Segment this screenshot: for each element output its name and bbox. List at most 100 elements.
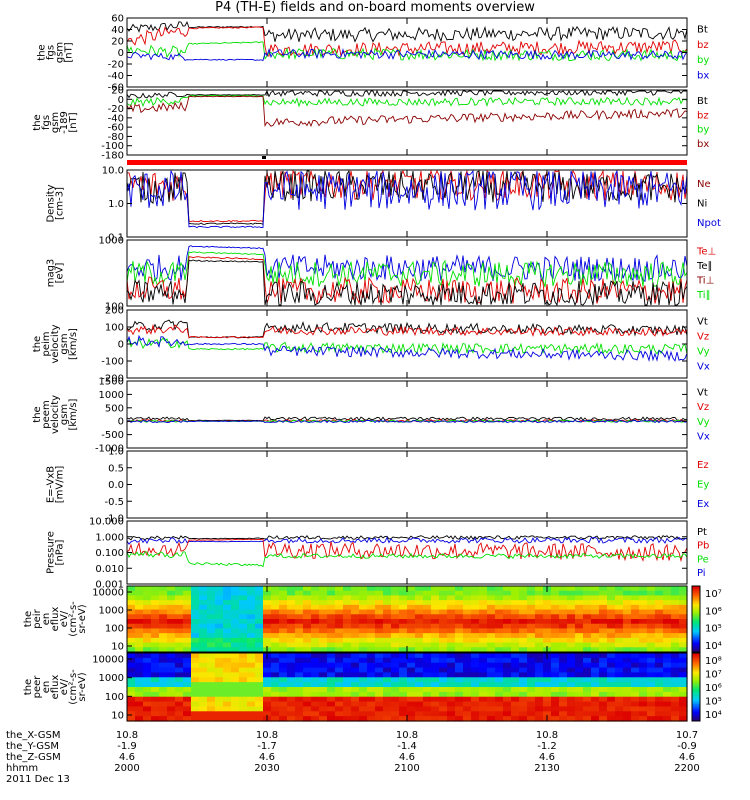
spectrogram-cell: [655, 614, 664, 620]
spectrogram-cell: [391, 711, 400, 717]
spectrogram-cell: [375, 590, 384, 597]
spectrogram-cell: [351, 586, 360, 592]
spectrogram-cell: [567, 595, 576, 601]
series-fgs-dsl-by: [126, 95, 688, 108]
spectrogram-cell: [231, 619, 240, 625]
spectrogram-cell: [519, 706, 528, 712]
spectrogram-cell: [247, 637, 256, 644]
spectrogram-cell: [663, 687, 672, 693]
spectrogram-cell: [527, 667, 536, 674]
spectrogram-cell: [535, 653, 544, 659]
spectrogram-cell: [407, 609, 416, 615]
spectrogram-cell: [183, 662, 192, 669]
spectrogram-cell: [175, 595, 184, 601]
spectrogram-cell: [271, 619, 280, 625]
spectrogram-cell: [375, 642, 384, 648]
spectrogram-cell: [247, 711, 256, 717]
spectrogram-cell: [583, 614, 592, 620]
spectrogram-cell: [591, 600, 600, 606]
spectrogram-cell: [159, 657, 168, 664]
spectrogram-cell: [247, 647, 256, 653]
spectrogram-cell: [247, 600, 256, 606]
spectrogram-cell: [431, 653, 440, 659]
spectrogram-cell: [679, 687, 688, 693]
y-axis-label: sr-eV): [77, 604, 88, 633]
spectrogram-cell: [455, 706, 464, 712]
spectrogram-cell: [143, 691, 152, 698]
spectrogram-cell: [319, 696, 328, 703]
spectrogram-cell: [391, 609, 400, 615]
spectrogram-cell: [407, 604, 416, 611]
spectrogram-cell: [359, 687, 368, 693]
spectrogram-cell: [479, 687, 488, 693]
spectrogram-cell: [199, 595, 208, 601]
legend-peem-velocity-Vx: Vx: [697, 432, 710, 443]
spectrogram-cell: [367, 590, 376, 597]
spectrogram-cell: [447, 711, 456, 717]
ytick-label: -0.5: [104, 497, 124, 508]
spectrogram-cell: [543, 696, 552, 703]
spectrogram-cell: [327, 642, 336, 648]
spectrogram-cell: [423, 653, 432, 659]
spectrogram-cell: [319, 595, 328, 601]
spectrogram-cell: [159, 653, 168, 659]
spectrogram-cell: [431, 682, 440, 688]
spectrogram-cell: [351, 706, 360, 712]
spectrogram-cell: [527, 642, 536, 648]
spectrogram-cell: [479, 706, 488, 712]
spectrogram-cell: [551, 691, 560, 698]
spectrogram-cell: [487, 642, 496, 648]
spectrogram-cell: [487, 590, 496, 597]
spectrogram-cell: [503, 682, 512, 688]
spectrogram-cell: [591, 701, 600, 708]
spectrogram-cell: [319, 657, 328, 664]
spectrogram-cell: [391, 696, 400, 703]
spectrogram-cell: [335, 691, 344, 698]
spectrogram-cell: [303, 706, 312, 712]
spectrogram-cell: [167, 677, 176, 683]
spectrogram-cell: [151, 701, 160, 708]
spectrogram-cell: [535, 701, 544, 708]
spectrogram-cell: [343, 595, 352, 601]
spectrogram-cell: [663, 586, 672, 592]
spectrogram-cell: [607, 609, 616, 615]
spectrogram-cell: [151, 653, 160, 659]
spectrogram-cell: [495, 595, 504, 601]
spectrogram-cell: [583, 657, 592, 664]
spectrogram-cell: [343, 696, 352, 703]
spectrogram-cell: [151, 609, 160, 615]
spectrogram-cell: [287, 647, 296, 653]
spectrogram-cell: [135, 637, 144, 644]
spectrogram-cell: [479, 586, 488, 592]
spectrogram-cell: [255, 706, 264, 712]
spectrogram-cell: [647, 586, 656, 592]
spectrogram-cell: [631, 586, 640, 592]
spectrogram-cell: [183, 586, 192, 592]
spectrogram-cell: [159, 600, 168, 606]
spectrogram-cell: [159, 609, 168, 615]
spectrogram-cell: [279, 642, 288, 648]
spectrogram-cell: [215, 682, 224, 688]
spectrogram-cell: [391, 691, 400, 698]
legend-fgs-by: by: [697, 55, 709, 66]
spectrogram-cell: [135, 628, 144, 634]
spectrogram-cell: [495, 586, 504, 592]
spectrogram-cell: [263, 696, 272, 703]
spectrogram-cell: [415, 609, 424, 615]
spectrogram-cell: [679, 586, 688, 592]
spectrogram-cell: [335, 614, 344, 620]
spectrogram-cell: [271, 637, 280, 644]
spectrogram-cell: [415, 667, 424, 674]
spectrogram-cell: [207, 586, 216, 592]
spectrogram-cell: [487, 706, 496, 712]
spectrogram-cell: [591, 595, 600, 601]
spectrogram-cell: [567, 682, 576, 688]
spectrogram-cell: [487, 691, 496, 698]
footer-value: -1.9: [117, 741, 137, 752]
spectrogram-cell: [447, 716, 456, 722]
spectrogram-cell: [191, 696, 200, 703]
colorbar-label: 10⁷: [705, 670, 722, 681]
spectrogram-cell: [543, 609, 552, 615]
spectrogram-cell: [199, 637, 208, 644]
